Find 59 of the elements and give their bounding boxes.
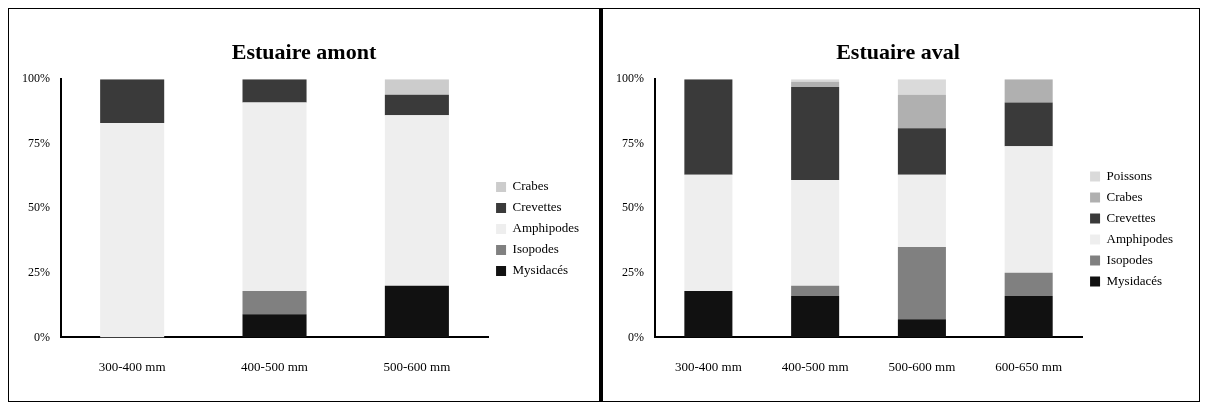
bar [897,128,946,175]
legend-label: Mysidacés [1106,272,1163,288]
y-tick-label: 75% [28,135,50,150]
legend-label: Isopodes [1106,251,1153,267]
bar [791,285,840,297]
bar [791,81,840,87]
bar [100,79,165,124]
bar [897,94,946,129]
bar [684,174,733,291]
x-tick-label: 400-500 mm [781,358,849,374]
x-tick-label: 600-650 mm [995,358,1063,374]
y-tick-label: 0% [34,329,50,344]
y-tick-label: 100% [22,71,50,86]
bar [684,290,733,338]
bar [100,123,165,338]
y-tick-label: 75% [622,135,644,150]
legend-label: Amphipodes [1106,230,1174,246]
bar [242,102,307,291]
bar [1004,146,1053,273]
bar [242,79,307,103]
x-tick-label: 300-400 mm [674,358,742,374]
bar [791,86,840,180]
y-tick-label: 25% [28,265,50,280]
bar [384,115,449,286]
bar [791,179,840,286]
y-tick-label: 50% [622,200,644,215]
x-tick-label: 500-600 mm [888,358,956,374]
legend-label: Isopodes [512,241,559,257]
bar [384,94,449,116]
legend-label: Poissons [1106,167,1153,183]
bar [384,79,449,95]
bar [897,319,946,338]
bar [1004,102,1053,147]
legend-label: Mysidacés [512,262,569,278]
bar [897,247,946,320]
x-tick-label: 300-400 mm [98,358,166,374]
chart-title: Estuaire amont [230,39,378,66]
legend-label: Amphipodes [512,220,580,236]
chart-title: Estuaire aval [835,39,961,66]
bar [897,79,946,95]
bar [1004,79,1053,103]
legend-label: Crevettes [512,199,562,215]
bar [384,285,449,338]
y-tick-label: 100% [616,71,644,86]
y-tick-label: 0% [628,329,644,344]
bar [1004,272,1053,297]
x-tick-label: 400-500 mm [241,358,308,374]
legend-label: Crevettes [1106,209,1156,225]
bar [242,314,307,338]
y-tick-label: 50% [28,200,50,215]
bar [242,290,307,315]
legend-label: Crabes [1106,188,1143,204]
bar [684,79,733,175]
y-tick-label: 25% [622,265,644,280]
bar [791,296,840,338]
legend-label: Crabes [512,178,549,194]
x-tick-label: 500-600 mm [383,358,451,374]
bar [897,174,946,248]
bar [1004,296,1053,338]
